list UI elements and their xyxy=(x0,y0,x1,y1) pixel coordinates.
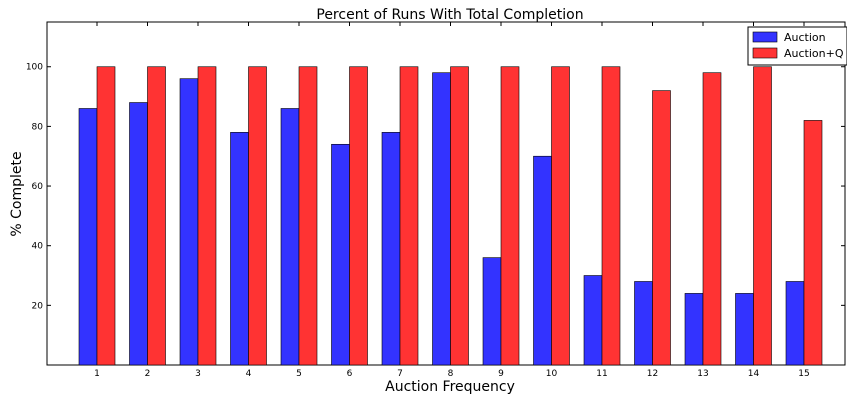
bar-auction xyxy=(482,257,502,366)
x-axis-label: Auction Frequency xyxy=(385,379,515,395)
x-tick-label: 13 xyxy=(697,369,708,379)
bar-auction-q xyxy=(601,66,621,366)
x-tick-label: 11 xyxy=(596,369,607,379)
y-axis-label: % Complete xyxy=(9,151,25,236)
x-tick-label: 9 xyxy=(498,369,504,379)
x-tick-label: 2 xyxy=(145,369,151,379)
x-tick-label: 3 xyxy=(195,369,201,379)
chart-title: Percent of Runs With Total Completion xyxy=(316,7,583,23)
bar-auction xyxy=(381,132,401,366)
bar-auction xyxy=(331,143,350,366)
x-tick-label: 8 xyxy=(448,369,454,379)
bars xyxy=(78,66,823,366)
bar-auction xyxy=(533,155,552,366)
x-tick-label: 12 xyxy=(647,369,658,379)
y-tick-label: 100 xyxy=(26,63,43,73)
bar-auction xyxy=(684,293,704,366)
bar-auction-q xyxy=(702,72,722,366)
bar-auction-q xyxy=(803,120,823,366)
bar-auction xyxy=(280,108,300,366)
bar-auction xyxy=(785,281,805,366)
legend-swatch-auction xyxy=(752,31,778,43)
bar-auction xyxy=(179,78,199,366)
bar-auction xyxy=(634,281,653,366)
bar-auction-q xyxy=(551,66,570,366)
x-tick-label: 15 xyxy=(798,369,809,379)
bar-auction-q xyxy=(197,66,217,366)
y-tick-label: 80 xyxy=(32,122,44,132)
bar-auction-q xyxy=(96,66,116,366)
legend: Auction Auction+Q xyxy=(747,26,847,66)
x-tick-label: 1 xyxy=(94,369,100,379)
bar-auction-q xyxy=(349,66,368,366)
x-tick-label: 6 xyxy=(347,369,353,379)
x-tick-label: 10 xyxy=(546,369,558,379)
bar-auction-q xyxy=(753,66,772,366)
bar-auction xyxy=(129,102,148,366)
legend-swatch-auction-q xyxy=(752,47,778,59)
bar-auction-q xyxy=(248,66,267,366)
bar-auction-q xyxy=(298,66,318,366)
y-tick-label: 40 xyxy=(32,242,44,252)
bar-auction xyxy=(432,72,451,366)
x-tick-label: 14 xyxy=(748,369,760,379)
bar-auction xyxy=(735,293,754,366)
legend-label-auction-q: Auction+Q xyxy=(784,47,844,60)
y-tick-label: 20 xyxy=(32,301,44,311)
bar-auction xyxy=(230,132,249,366)
bar-auction-q xyxy=(500,66,520,366)
x-tick-label: 7 xyxy=(397,369,403,379)
bar-auction-q xyxy=(399,66,419,366)
bar-auction-q xyxy=(652,90,671,366)
y-tick-label: 60 xyxy=(32,182,44,192)
bar-auction xyxy=(78,108,98,366)
legend-label-auction: Auction xyxy=(784,31,826,44)
x-tick-label: 4 xyxy=(246,369,252,379)
bar-auction-q xyxy=(147,66,166,366)
bar-auction xyxy=(583,275,603,366)
bar-auction-q xyxy=(450,66,469,366)
x-tick-label: 5 xyxy=(296,369,302,379)
